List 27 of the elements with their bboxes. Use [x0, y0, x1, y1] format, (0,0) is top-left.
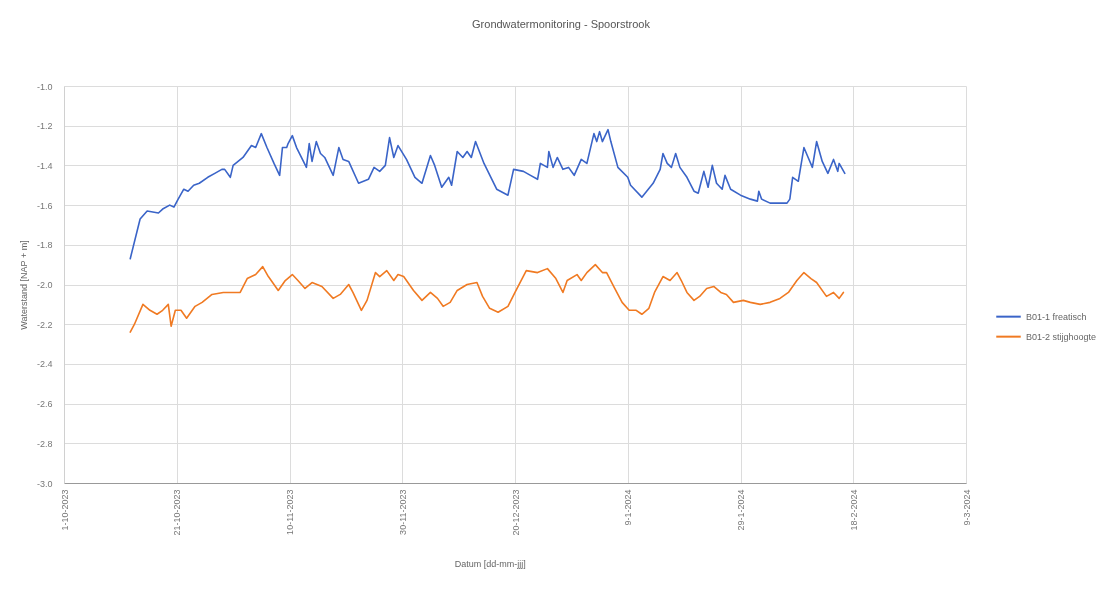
y-tick-label: -2.2 [36, 319, 53, 330]
y-tick-label: -2.0 [36, 280, 53, 290]
y-tick-label: -2.4 [36, 359, 53, 370]
x-tick-label: 9-3-2024 [961, 489, 972, 526]
y-axis-title: Waterstand [NAP + m] [18, 240, 29, 330]
x-tick-label: 20-12-2023 [510, 489, 521, 536]
x-tick-label: 21-10-2023 [172, 489, 183, 536]
y-tick-label: -2.6 [36, 399, 53, 410]
y-tick-label: -1.2 [36, 121, 53, 132]
y-tick-label: -1.4 [36, 160, 53, 171]
y-tick-label: -1.6 [36, 200, 53, 211]
x-axis-title: Datum [dd-mm-jjj] [454, 558, 526, 569]
x-tick-label: 30-11-2023 [397, 489, 408, 535]
y-tick-label: -1.0 [36, 81, 53, 92]
line-series [129, 128, 846, 260]
y-tick-label: -3.0 [36, 478, 53, 489]
x-tick-label: 10-11-2023 [285, 489, 295, 535]
chart-title: Grondwatermonitoring - Spoorstrook [472, 18, 651, 30]
y-tick-label: -2.8 [36, 438, 53, 449]
legend-label: B01-2 stijghoogte [1026, 331, 1097, 342]
x-tick-label: 29-1-2024 [736, 489, 746, 531]
line-series [129, 263, 845, 333]
x-tick-label: 1-10-2023 [59, 489, 70, 531]
x-tick-label: 18-2-2024 [848, 489, 859, 531]
y-tick-label: -1.8 [36, 240, 53, 251]
legend-label: B01-1 freatisch [1026, 311, 1087, 322]
x-tick-label: 9-1-2024 [623, 489, 634, 526]
